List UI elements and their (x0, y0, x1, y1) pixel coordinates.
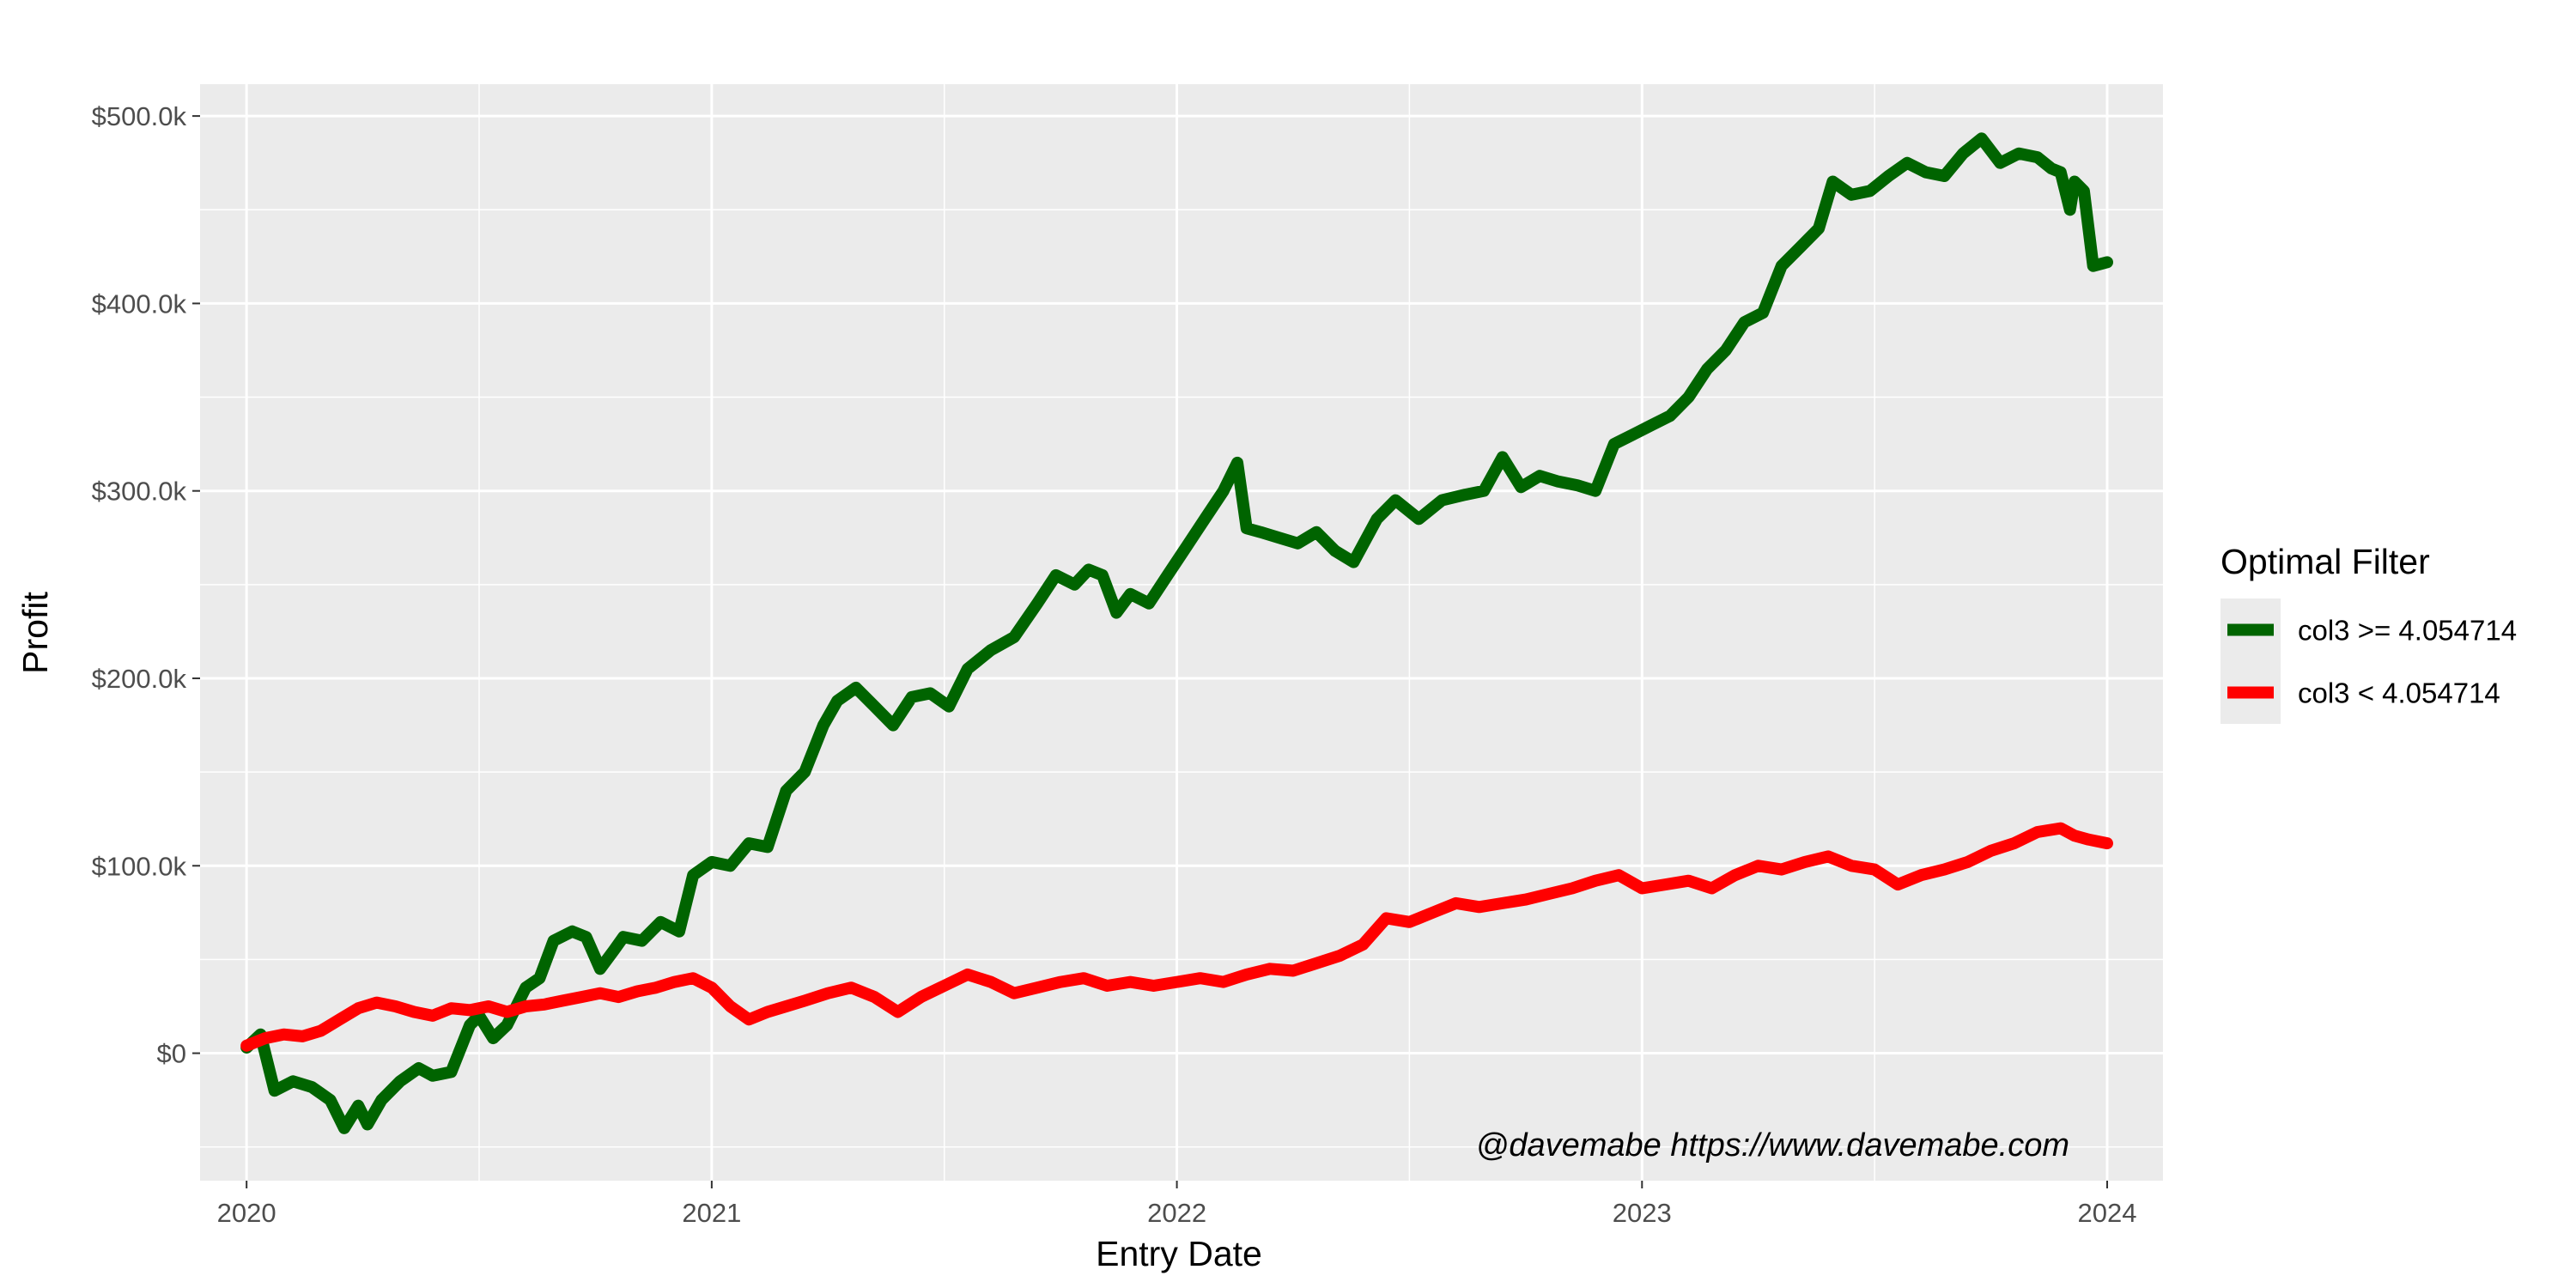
y-tick-label: $100.0k (92, 851, 187, 881)
y-tick-label: $300.0k (92, 477, 187, 507)
major-gridlines (200, 84, 2163, 1181)
x-tick-label: 2020 (217, 1198, 276, 1228)
x-axis: 2020 2021 2022 2023 2024 (217, 1181, 2137, 1228)
minor-gridlines (200, 84, 2163, 1181)
legend-items: col3 >= 4.054714 col3 < 4.054714 (2221, 598, 2517, 724)
series-line-col3-gte (240, 132, 2113, 1134)
legend: Optimal Filter col3 >= 4.054714 col3 < 4.… (2221, 542, 2517, 724)
y-axis-title: Profit (15, 592, 55, 674)
x-tick-label: 2021 (682, 1198, 741, 1228)
series-line-col3-lt (240, 822, 2113, 1052)
y-tick-label: $0 (157, 1039, 186, 1069)
x-tick-label: 2023 (1613, 1198, 1672, 1228)
series-layer (240, 132, 2113, 1134)
panel-background (200, 84, 2163, 1181)
x-tick-label: 2024 (2078, 1198, 2137, 1228)
legend-title: Optimal Filter (2221, 542, 2430, 581)
y-tick-label: $500.0k (92, 101, 187, 131)
legend-label: col3 < 4.054714 (2298, 677, 2500, 709)
x-tick-label: 2022 (1147, 1198, 1206, 1228)
x-axis-title: Entry Date (1096, 1234, 1262, 1273)
legend-label: col3 >= 4.054714 (2298, 615, 2517, 647)
y-axis: $0 $100.0k $200.0k $300.0k $400.0k $500.0k (92, 101, 200, 1069)
watermark-annotation: @davemabe https://www.davemabe.com (1476, 1127, 2069, 1163)
y-tick-label: $200.0k (92, 664, 187, 694)
y-tick-label: $400.0k (92, 289, 187, 319)
